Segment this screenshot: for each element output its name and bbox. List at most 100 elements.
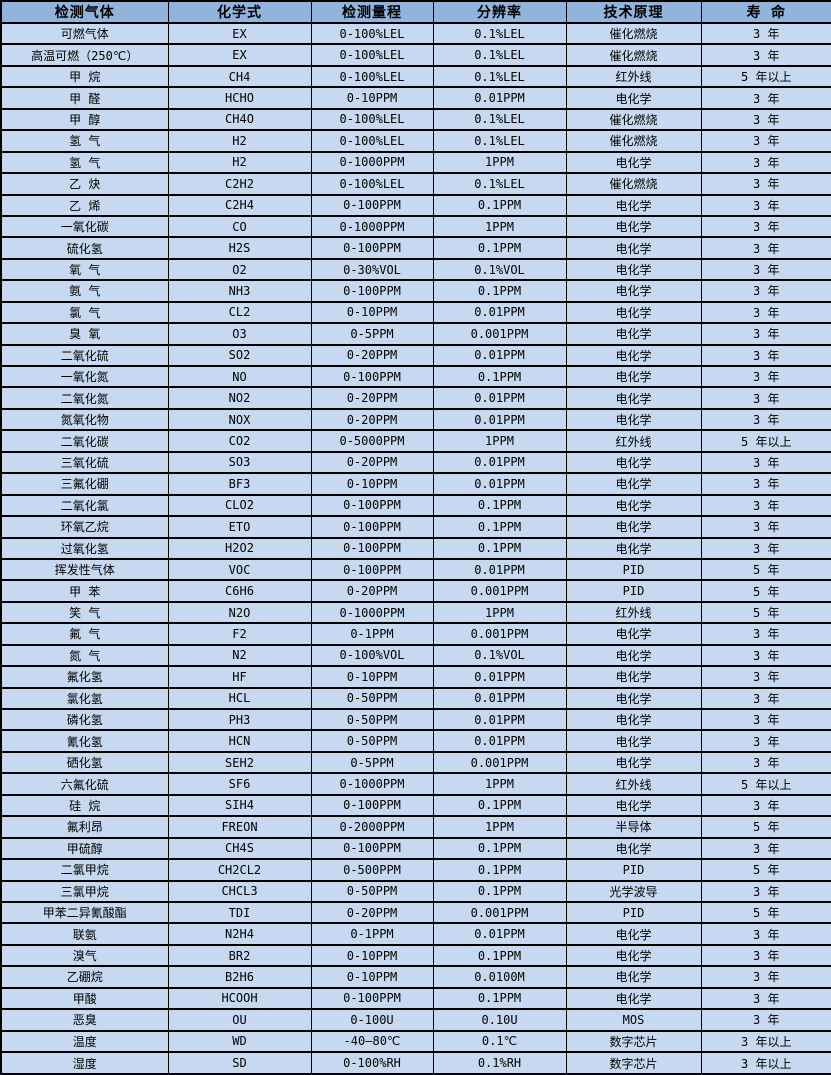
resolution-cell: 0.01PPM <box>432 343 567 368</box>
formula-cell: NH3 <box>167 279 312 303</box>
gas-name-cell: 二氧化氯 <box>0 493 169 518</box>
lifespan-cell: 5 年以上 <box>700 429 831 453</box>
formula-cell: NO2 <box>167 386 312 410</box>
table-row: 三氧化硫 SO3 0-20PPM 0.01PPM 电化学 3 年 <box>0 450 831 475</box>
formula-cell: EX <box>167 21 312 46</box>
lifespan-cell: 5 年 <box>700 900 831 925</box>
formula-cell: H2S <box>167 236 312 260</box>
resolution-cell: 0.1PPM <box>432 836 567 861</box>
gas-name-cell: 氢 气 <box>0 129 169 153</box>
table-row: 甲酸 HCOOH 0-100PPM 0.1PPM 电化学 3 年 <box>0 986 831 1011</box>
resolution-cell: 0.001PPM <box>432 900 567 925</box>
principle-cell: 红外线 <box>565 600 702 625</box>
gas-name-cell: 氢 气 <box>0 150 169 175</box>
gas-name-cell: 氟利昂 <box>0 815 169 839</box>
resolution-cell: 0.1PPM <box>432 193 567 217</box>
table-row: 氢 气 H2 0-1000PPM 1PPM 电化学 3 年 <box>0 150 831 175</box>
table-row: 一氧化碳 CO 0-1000PPM 1PPM 电化学 3 年 <box>0 214 831 239</box>
principle-cell: 电化学 <box>565 515 702 539</box>
gas-name-cell: 乙硼烷 <box>0 965 169 989</box>
gas-name-cell: 三氧化硫 <box>0 450 169 475</box>
table-row: 甲苯二异氰酸酯 TDI 0-20PPM 0.001PPM PID 5 年 <box>0 900 831 925</box>
principle-cell: 电化学 <box>565 643 702 668</box>
lifespan-cell: 3 年 <box>700 943 831 968</box>
formula-cell: CLO2 <box>167 493 312 518</box>
range-cell: 0-10PPM <box>310 665 434 689</box>
gas-name-cell: 甲 醛 <box>0 86 169 110</box>
formula-cell: H2 <box>167 150 312 175</box>
principle-cell: 电化学 <box>565 86 702 110</box>
range-cell: 0-1PPM <box>310 922 434 946</box>
table-row: 氮 气 N2 0-100%VOL 0.1%VOL 电化学 3 年 <box>0 643 831 668</box>
formula-cell: TDI <box>167 900 312 925</box>
lifespan-cell: 3 年 <box>700 257 831 282</box>
range-cell: 0-100%LEL <box>310 43 434 67</box>
lifespan-cell: 3 年 <box>700 21 831 46</box>
formula-cell: CO <box>167 214 312 239</box>
formula-cell: OU <box>167 1008 312 1032</box>
range-cell: 0-100%LEL <box>310 21 434 46</box>
table-row: 三氯甲烷 CHCL3 0-50PPM 0.1PPM 光学波导 3 年 <box>0 879 831 903</box>
formula-cell: H2 <box>167 129 312 153</box>
resolution-cell: 0.01PPM <box>432 665 567 689</box>
principle-cell: 半导体 <box>565 815 702 839</box>
table-row: 三氟化硼 BF3 0-10PPM 0.01PPM 电化学 3 年 <box>0 472 831 496</box>
range-cell: 0-1000PPM <box>310 150 434 175</box>
resolution-cell: 0.1℃ <box>432 1029 567 1054</box>
formula-cell: NOX <box>167 407 312 432</box>
table-row: 硒化氢 SEH2 0-5PPM 0.001PPM 电化学 3 年 <box>0 750 831 775</box>
gas-name-cell: 三氯甲烷 <box>0 879 169 903</box>
range-cell: -40—80℃ <box>310 1029 434 1054</box>
gas-name-cell: 一氧化碳 <box>0 214 169 239</box>
resolution-cell: 0.1%LEL <box>432 64 567 89</box>
resolution-cell: 0.001PPM <box>432 622 567 646</box>
gas-name-cell: 磷化氢 <box>0 707 169 732</box>
gas-name-cell: 二氧化碳 <box>0 429 169 453</box>
resolution-cell: 0.1PPM <box>432 515 567 539</box>
principle-cell: 电化学 <box>565 622 702 646</box>
principle-cell: 数字芯片 <box>565 1029 702 1054</box>
range-cell: 0-100PPM <box>310 557 434 582</box>
range-cell: 0-50PPM <box>310 707 434 732</box>
table-row: 氯 气 CL2 0-10PPM 0.01PPM 电化学 3 年 <box>0 300 831 325</box>
principle-cell: MOS <box>565 1008 702 1032</box>
resolution-cell: 1PPM <box>432 429 567 453</box>
range-cell: 0-100%VOL <box>310 643 434 668</box>
formula-cell: H2O2 <box>167 536 312 560</box>
range-cell: 0-100%LEL <box>310 64 434 89</box>
formula-cell: WD <box>167 1029 312 1054</box>
table-row: 环氧乙烷 ETO 0-100PPM 0.1PPM 电化学 3 年 <box>0 515 831 539</box>
gas-name-cell: 硒化氢 <box>0 750 169 775</box>
resolution-cell: 0.01PPM <box>432 386 567 410</box>
gas-name-cell: 乙 烯 <box>0 193 169 217</box>
principle-cell: 光学波导 <box>565 879 702 903</box>
lifespan-cell: 3 年 <box>700 214 831 239</box>
principle-cell: 电化学 <box>565 707 702 732</box>
gas-name-cell: 氰化氢 <box>0 729 169 753</box>
resolution-cell: 0.01PPM <box>432 407 567 432</box>
principle-cell: 催化燃烧 <box>565 21 702 46</box>
range-cell: 0-100PPM <box>310 493 434 518</box>
table-header-row: 检测气体 化学式 检测量程 分辨率 技术原理 寿 命 <box>0 0 831 24</box>
resolution-cell: 1PPM <box>432 772 567 796</box>
principle-cell: PID <box>565 858 702 882</box>
principle-cell: 电化学 <box>565 257 702 282</box>
principle-cell: 电化学 <box>565 386 702 410</box>
table-row: 温度 WD -40—80℃ 0.1℃ 数字芯片 3 年以上 <box>0 1029 831 1054</box>
principle-cell: 电化学 <box>565 150 702 175</box>
table-row: 氰化氢 HCN 0-50PPM 0.01PPM 电化学 3 年 <box>0 729 831 753</box>
resolution-cell: 0.01PPM <box>432 686 567 711</box>
formula-cell: FREON <box>167 815 312 839</box>
lifespan-cell: 3 年 <box>700 386 831 410</box>
gas-name-cell: 氮 气 <box>0 643 169 668</box>
principle-cell: 电化学 <box>565 965 702 989</box>
table-row: 二氧化氮 NO2 0-20PPM 0.01PPM 电化学 3 年 <box>0 386 831 410</box>
lifespan-cell: 3 年 <box>700 986 831 1011</box>
principle-cell: 电化学 <box>565 407 702 432</box>
formula-cell: CL2 <box>167 300 312 325</box>
table-row: 乙 烯 C2H4 0-100PPM 0.1PPM 电化学 3 年 <box>0 193 831 217</box>
lifespan-cell: 3 年 <box>700 643 831 668</box>
lifespan-cell: 3 年 <box>700 965 831 989</box>
table-row: 二氧化硫 SO2 0-20PPM 0.01PPM 电化学 3 年 <box>0 343 831 368</box>
lifespan-cell: 5 年 <box>700 600 831 625</box>
